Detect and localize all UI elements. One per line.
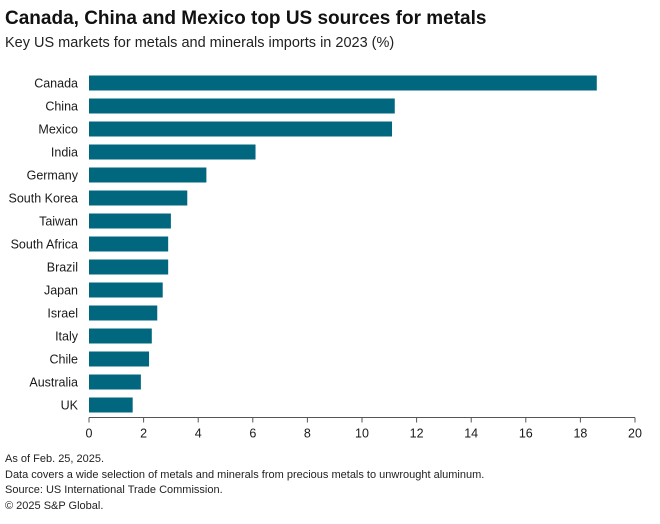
x-tick-label: 4	[195, 427, 202, 441]
x-tick-label: 10	[355, 427, 369, 441]
bar-south-africa	[89, 236, 169, 252]
bar-india	[89, 144, 256, 160]
bars-group	[89, 75, 597, 413]
category-label: Brazil	[47, 261, 78, 275]
category-label: Australia	[29, 376, 78, 390]
x-axis-ticks: 0 2 4 6 8 10 12 14 16 18 20	[86, 417, 642, 441]
category-label: UK	[61, 399, 79, 413]
x-tick-label: 14	[464, 427, 478, 441]
footnote-source: Source: US International Trade Commissio…	[5, 484, 223, 496]
bar-australia	[89, 374, 141, 390]
bar-uk	[89, 397, 133, 413]
chart-subtitle: Key US markets for metals and minerals i…	[5, 35, 395, 51]
x-tick-label: 16	[519, 427, 533, 441]
category-label: Japan	[44, 284, 78, 298]
category-label: South Africa	[11, 238, 78, 252]
footnote-date: As of Feb. 25, 2025.	[5, 453, 105, 465]
bar-mexico	[89, 121, 393, 137]
category-labels: Canada China Mexico India Germany South Korea…	[9, 77, 79, 413]
category-label: Taiwan	[39, 215, 78, 229]
bar-italy	[89, 328, 152, 344]
bar-israel	[89, 305, 158, 321]
x-tick-label: 18	[573, 427, 587, 441]
bar-chart: Canada China Mexico India Germany South Korea…	[9, 75, 642, 441]
bar-germany	[89, 167, 207, 183]
bar-brazil	[89, 259, 169, 275]
bar-japan	[89, 282, 163, 298]
x-tick-label: 8	[304, 427, 311, 441]
x-tick-label: 6	[249, 427, 256, 441]
x-tick-label: 0	[86, 427, 93, 441]
category-label: Chile	[50, 353, 79, 367]
bar-canada	[89, 75, 597, 91]
x-tick-label: 12	[410, 427, 424, 441]
category-label: Germany	[27, 169, 79, 183]
x-tick-label: 2	[140, 427, 147, 441]
chart-title: Canada, China and Mexico top US sources …	[5, 8, 487, 29]
bar-china	[89, 98, 395, 114]
footnotes: As of Feb. 25, 2025. Data covers a wide …	[5, 452, 484, 514]
category-label: Canada	[34, 77, 78, 91]
bar-chile	[89, 351, 150, 367]
category-label: India	[51, 146, 78, 160]
x-tick-label: 20	[628, 427, 642, 441]
footnote-copyright: © 2025 S&P Global.	[5, 499, 104, 512]
bar-south-korea	[89, 190, 188, 206]
category-label: South Korea	[9, 192, 79, 206]
category-label: Israel	[47, 307, 78, 321]
category-label: Mexico	[38, 123, 78, 137]
category-label: China	[45, 100, 78, 114]
category-label: Italy	[55, 330, 79, 344]
bar-taiwan	[89, 213, 171, 229]
footnote-coverage: Data covers a wide selection of metals a…	[5, 468, 485, 481]
